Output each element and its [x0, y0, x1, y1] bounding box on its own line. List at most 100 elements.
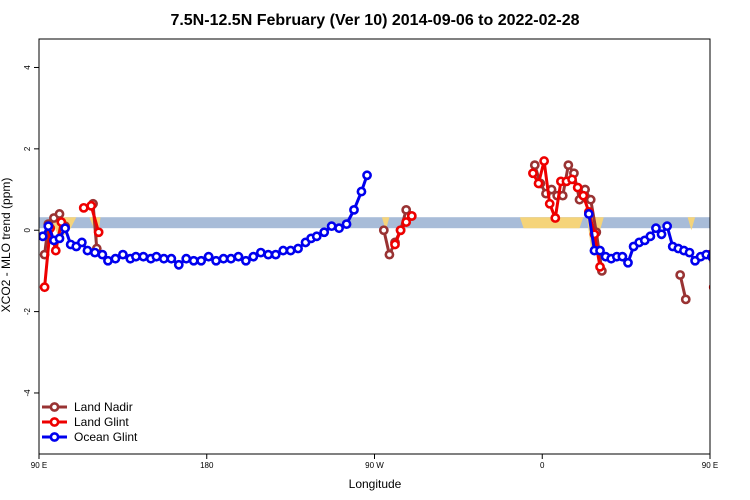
data-point-land-glint [567, 174, 577, 185]
x-axis-label: Longitude [349, 477, 402, 491]
x-tick-label: 90 E [702, 461, 718, 470]
chart-title: 7.5N-12.5N February (Ver 10) 2014-09-06 … [170, 12, 579, 29]
y-axis-label: XCO2 - MLO trend (ppm) [0, 178, 13, 313]
data-point-land-glint [550, 213, 561, 223]
data-point-ocean-glint [656, 229, 667, 240]
data-point-ocean-glint [240, 255, 251, 266]
data-point-land-glint [725, 218, 732, 225]
data-point-land-nadir [54, 209, 65, 219]
data-point-ocean-glint [583, 209, 594, 219]
data-point-land-nadir [725, 210, 732, 217]
data-point-ocean-glint [255, 247, 266, 258]
legend-label-ocean-glint: Ocean Glint [74, 430, 138, 444]
data-point-ocean-glint [662, 221, 673, 232]
data-point-ocean-glint [151, 251, 162, 262]
data-point-ocean-glint [293, 243, 303, 254]
data-point-land-nadir [680, 294, 691, 305]
data-point-ocean-glint [90, 247, 100, 258]
data-point-land-glint [578, 190, 589, 201]
data-point-ocean-glint [248, 251, 259, 262]
data-point-land-glint [39, 282, 50, 293]
series-line-land-glint [708, 254, 710, 268]
yellow-patch-4 [519, 217, 584, 229]
data-point-land-nadir [529, 160, 540, 171]
data-point-ocean-glint [138, 251, 149, 262]
data-point-ocean-glint [43, 221, 54, 232]
data-point-ocean-glint [39, 231, 48, 242]
data-point-land-glint [595, 261, 605, 272]
data-point-ocean-glint [719, 251, 726, 258]
legend-marker-land-glint [49, 417, 60, 427]
series-line-land-glint [717, 222, 728, 250]
y-tick-label: 0 [23, 227, 32, 232]
data-point-land-glint [78, 202, 89, 213]
yellow-patch-6 [687, 217, 696, 231]
data-point-ocean-glint [173, 259, 184, 270]
data-point-ocean-glint [263, 249, 274, 260]
data-point-ocean-glint [362, 170, 372, 181]
y-tick-label: 2 [23, 146, 32, 151]
data-point-ocean-glint [731, 253, 738, 260]
yellow-patch-2 [381, 217, 390, 231]
data-point-ocean-glint [714, 249, 721, 256]
data-point-ocean-glint [103, 255, 113, 266]
x-tick-label: 0 [540, 461, 545, 470]
y-tick-label: -2 [23, 307, 32, 315]
data-point-ocean-glint [54, 233, 65, 244]
data-point-ocean-glint [706, 252, 710, 262]
legend-label-land-nadir: Land Nadir [74, 400, 133, 414]
data-point-ocean-glint [97, 249, 108, 260]
data-point-land-nadir [378, 225, 389, 236]
data-point-ocean-glint [349, 204, 359, 215]
series-line-land-nadir [723, 214, 734, 226]
data-point-land-glint [390, 239, 400, 250]
data-point-ocean-glint [188, 255, 199, 266]
x-tick-label: 180 [200, 461, 214, 470]
data-point-land-glint [406, 211, 417, 221]
data-point-ocean-glint [319, 227, 330, 238]
data-point-ocean-glint [218, 253, 229, 264]
data-point-land-glint [719, 247, 726, 254]
data-point-land-nadir [384, 249, 395, 260]
data-point-land-glint [533, 178, 544, 189]
data-point-ocean-glint [76, 237, 87, 248]
data-point-ocean-glint [110, 253, 121, 264]
data-point-ocean-glint [684, 247, 695, 258]
data-point-ocean-glint [60, 223, 70, 234]
data-point-ocean-glint [334, 223, 344, 234]
data-point-ocean-glint [181, 253, 192, 264]
data-point-ocean-glint [341, 219, 352, 230]
data-point-land-glint [544, 198, 555, 209]
data-point-ocean-glint [270, 249, 281, 260]
data-point-ocean-glint [278, 245, 289, 256]
data-point-land-nadir [719, 214, 726, 221]
data-point-ocean-glint [203, 251, 214, 262]
x-tick-label: 90 W [365, 461, 384, 470]
data-point-land-nadir [585, 194, 596, 205]
data-point-ocean-glint [131, 251, 141, 262]
data-point-ocean-glint [326, 221, 337, 232]
y-tick-label: -4 [23, 389, 32, 397]
data-point-ocean-glint [311, 231, 322, 242]
data-point-ocean-glint [117, 249, 128, 260]
data-point-ocean-glint [651, 223, 661, 234]
data-point-land-glint [572, 182, 583, 193]
data-point-ocean-glint [623, 257, 633, 268]
x-tick-label: 90 E [31, 461, 47, 470]
data-point-land-glint [539, 156, 550, 166]
data-point-land-glint [86, 200, 97, 211]
data-point-ocean-glint [82, 245, 93, 256]
data-point-ocean-glint [645, 231, 656, 242]
plot-frame [38, 38, 711, 455]
data-point-land-glint [708, 284, 710, 291]
data-point-ocean-glint [595, 245, 605, 256]
data-point-land-glint [93, 227, 104, 238]
data-point-ocean-glint [196, 255, 207, 266]
data-point-ocean-glint [233, 251, 244, 262]
legend-marker-ocean-glint [49, 432, 60, 442]
data-point-land-nadir [675, 270, 686, 280]
reference-band [39, 217, 710, 229]
data-point-ocean-glint [211, 255, 221, 266]
data-point-ocean-glint [285, 245, 296, 256]
